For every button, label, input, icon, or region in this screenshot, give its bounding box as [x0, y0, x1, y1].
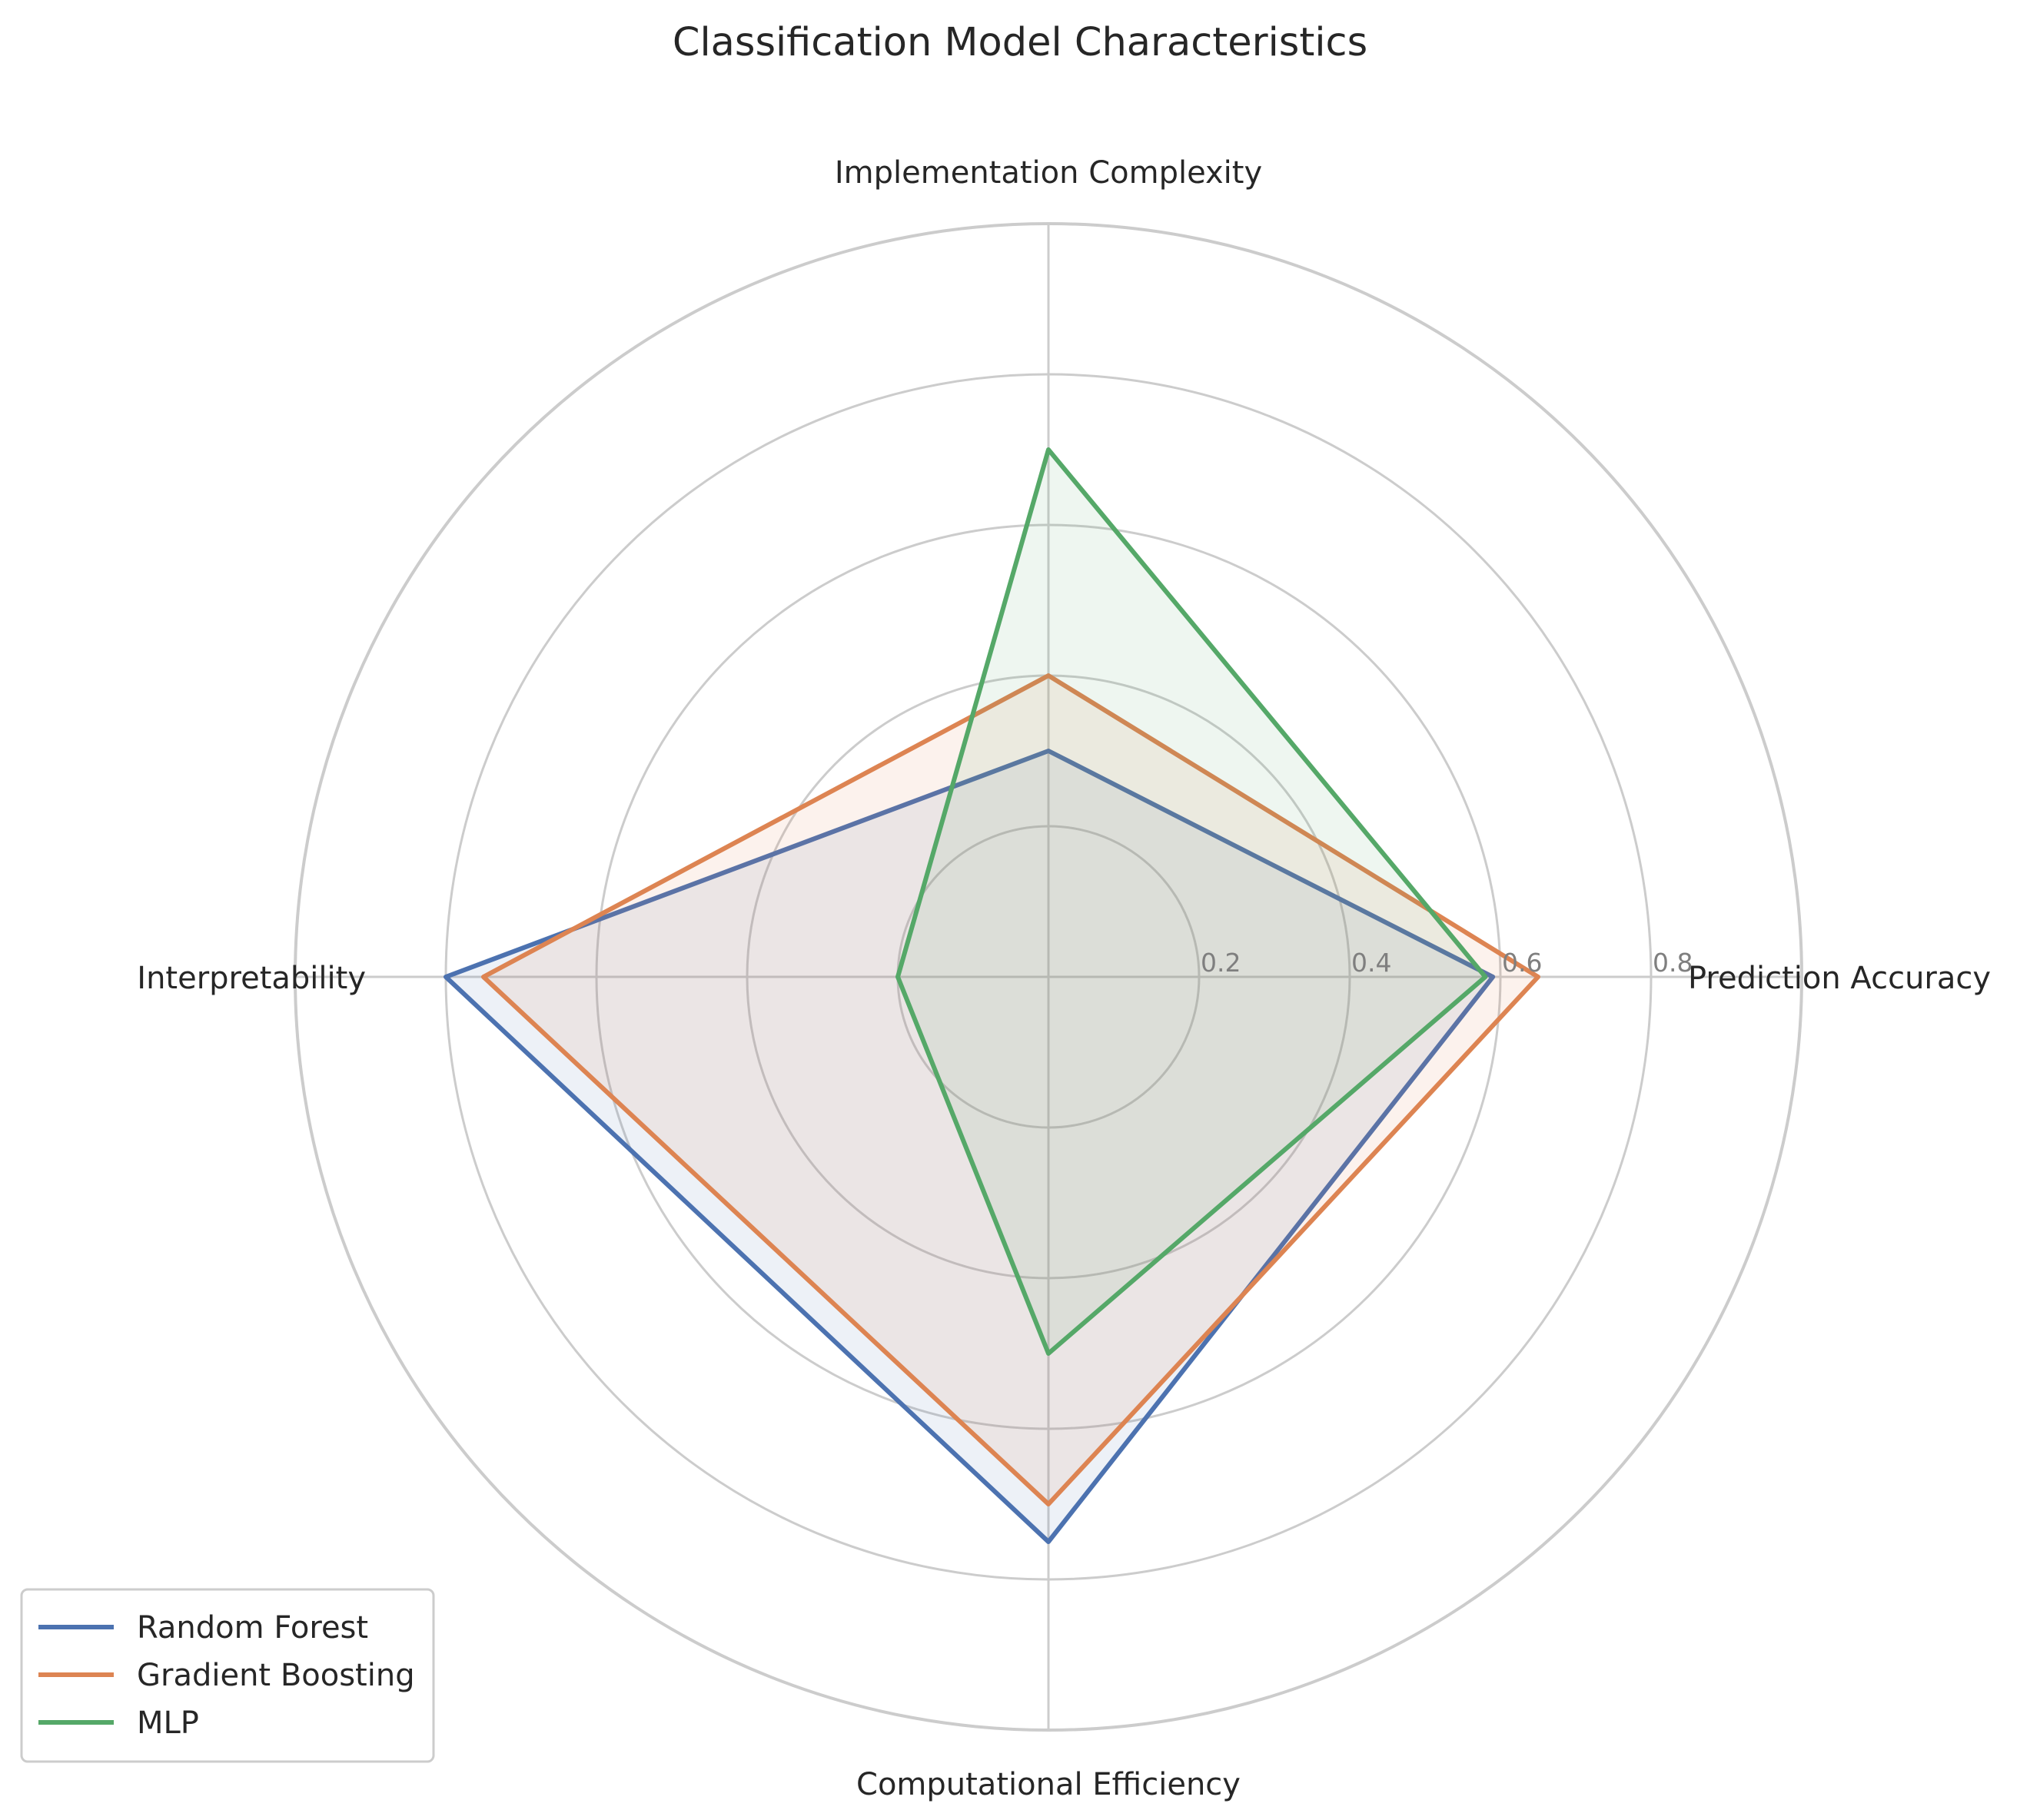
r-tick-label: 0.6: [1502, 948, 1542, 978]
axis-label: Interpretability: [137, 961, 366, 996]
r-tick-labels: 0.2 0.4 0.6 0.8: [1201, 948, 1693, 978]
legend-label: MLP: [137, 1705, 199, 1741]
series-area: [446, 751, 1493, 1542]
r-tick-label: 0.2: [1201, 948, 1241, 978]
legend-box: [20, 1588, 435, 1763]
r-tick-label: 0.8: [1653, 948, 1693, 978]
series-mlp: [895, 447, 1488, 1356]
series-line: [895, 447, 1488, 1356]
series-line: [444, 749, 1496, 1544]
axis-label: Computational Efficiency: [856, 1767, 1241, 1802]
series-line: [481, 673, 1540, 1506]
series-random-forest: [444, 749, 1496, 1544]
series-area: [483, 676, 1538, 1504]
r-tick-label: 0.4: [1351, 948, 1391, 978]
axis-label: Implementation Complexity: [835, 155, 1262, 191]
series-area: [898, 450, 1486, 1353]
series-layer: [444, 447, 1540, 1544]
legend-label: Random Forest: [137, 1610, 368, 1646]
axis-labels: Prediction Accuracy Implementation Comple…: [137, 155, 1991, 1802]
series-gradient-boosting: [481, 673, 1540, 1506]
chart-title: Classification Model Characteristics: [673, 20, 1367, 65]
legend: Random Forest Gradient Boosting MLP: [20, 1588, 435, 1763]
axis-label: Prediction Accuracy: [1688, 961, 1991, 996]
legend-label: Gradient Boosting: [137, 1658, 415, 1693]
